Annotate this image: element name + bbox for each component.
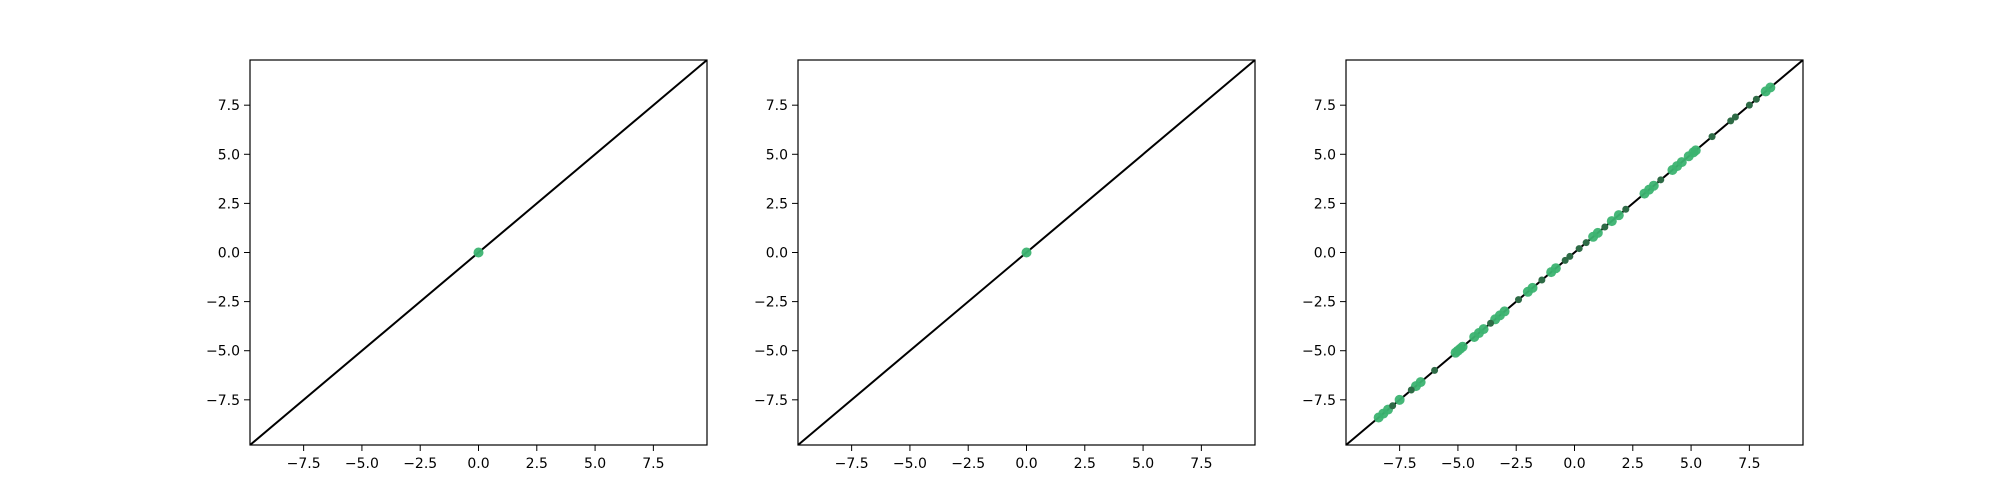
- y-tick-label: 0.0: [766, 246, 788, 262]
- data-point: [1657, 176, 1665, 184]
- y-tick-label: −2.5: [206, 295, 240, 311]
- data-point: [1613, 210, 1624, 221]
- data-point: [1394, 394, 1405, 405]
- y-tick-label: 7.5: [766, 98, 788, 114]
- y-tick-label: −2.5: [1302, 295, 1336, 311]
- data-point: [1515, 296, 1523, 304]
- y-tick-label: −5.0: [754, 344, 788, 360]
- x-tick-label: −5.0: [345, 456, 379, 472]
- data-point: [1561, 256, 1569, 264]
- y-tick-label: −7.5: [754, 393, 788, 409]
- y-tick-label: −5.0: [206, 344, 240, 360]
- data-point: [1582, 239, 1590, 247]
- x-tick-label: 7.5: [1738, 456, 1760, 472]
- x-tick-label: −2.5: [951, 456, 985, 472]
- y-tick-label: 5.0: [218, 147, 240, 163]
- data-point: [1415, 377, 1426, 388]
- subplot-2: −7.5 −5.0 −2.5 0.0 2.5 5.0 7.5 7.5 5.0 2.5 0.0 −2.5…: [754, 59, 1256, 472]
- data-point: [1727, 117, 1735, 125]
- y-tick-label: 0.0: [218, 246, 240, 262]
- x-tick-label: 2.5: [1074, 456, 1096, 472]
- data-point: [1478, 324, 1489, 335]
- x-tick-label: 2.5: [526, 456, 548, 472]
- data-point: [1731, 113, 1739, 121]
- y-tick-label: 2.5: [218, 196, 240, 212]
- x-tick-label: 7.5: [642, 456, 664, 472]
- y-tick-label: 2.5: [1314, 196, 1336, 212]
- x-tick-label: −7.5: [835, 456, 869, 472]
- data-point: [1745, 101, 1753, 109]
- data-point: [1487, 319, 1495, 327]
- x-tick-label: −2.5: [1499, 456, 1533, 472]
- data-point: [1538, 276, 1546, 284]
- y-tick-label: −2.5: [754, 295, 788, 311]
- x-tick-label: −5.0: [893, 456, 927, 472]
- x-tick-label: 7.5: [1190, 456, 1212, 472]
- data-point: [1566, 252, 1574, 260]
- y-tick-label: 7.5: [1314, 98, 1336, 114]
- y-tick-label: 5.0: [766, 147, 788, 163]
- y-tick-label: −7.5: [206, 393, 240, 409]
- data-point: [1389, 402, 1397, 410]
- x-tick-label: 5.0: [1132, 456, 1154, 472]
- data-point: [1021, 247, 1032, 258]
- x-tick-label: −7.5: [287, 456, 321, 472]
- data-point: [1407, 386, 1415, 394]
- x-tick-label: 5.0: [1680, 456, 1702, 472]
- y-tick-label: 0.0: [1314, 246, 1336, 262]
- x-tick-label: −7.5: [1383, 456, 1417, 472]
- data-point: [1708, 133, 1716, 141]
- x-tick-label: 0.0: [1015, 456, 1037, 472]
- data-point: [1676, 157, 1687, 168]
- y-tick-label: 5.0: [1314, 147, 1336, 163]
- y-tick-label: −7.5: [1302, 393, 1336, 409]
- data-point: [1752, 95, 1760, 103]
- data-point: [1550, 263, 1561, 274]
- data-point: [1527, 282, 1538, 293]
- data-point: [1457, 341, 1468, 352]
- data-point: [1622, 205, 1630, 213]
- data-point: [1765, 82, 1776, 93]
- y-tick-label: 2.5: [766, 196, 788, 212]
- x-tick-label: −2.5: [403, 456, 437, 472]
- data-point: [1499, 306, 1510, 317]
- data-point: [1592, 227, 1603, 238]
- x-tick-label: 2.5: [1622, 456, 1644, 472]
- data-point: [1575, 245, 1583, 253]
- data-point: [1431, 366, 1439, 374]
- subplot-3: −7.5 −5.0 −2.5 0.0 2.5 5.0 7.5 7.5 5.0 2.5 0.0 −2.5…: [1302, 59, 1804, 472]
- data-point: [1606, 216, 1617, 227]
- x-tick-label: 0.0: [467, 456, 489, 472]
- x-tick-label: −5.0: [1441, 456, 1475, 472]
- data-point: [1690, 145, 1701, 156]
- subplot-1: −7.5 −5.0 −2.5 0.0 2.5 5.0 7.5 7.5 5.0 2.5 0.0 −2.5…: [206, 59, 708, 472]
- x-tick-label: 0.0: [1563, 456, 1585, 472]
- y-tick-label: 7.5: [218, 98, 240, 114]
- data-point: [1648, 180, 1659, 191]
- x-tick-label: 5.0: [584, 456, 606, 472]
- data-point: [473, 247, 484, 258]
- y-tick-label: −5.0: [1302, 344, 1336, 360]
- data-point: [1601, 223, 1609, 231]
